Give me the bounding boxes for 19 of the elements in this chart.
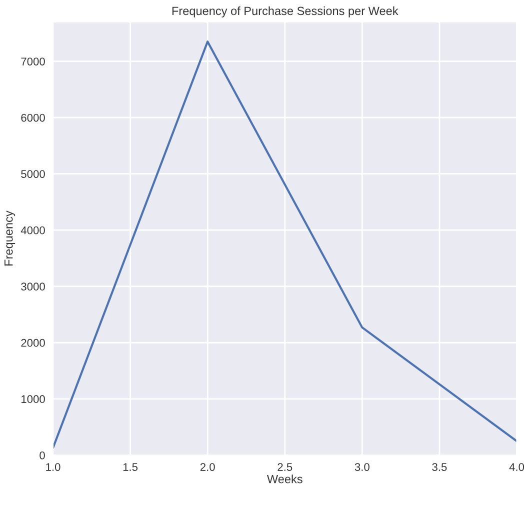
y-tick-label: 1000 [21, 395, 45, 404]
x-tick-label: 2.0 [200, 463, 215, 471]
x-tick-label: 1.0 [46, 463, 60, 471]
y-tick-label: 5000 [21, 170, 45, 178]
line-series [53, 40, 517, 449]
x-tick-label: 3.5 [432, 463, 447, 471]
y-tick-label: 2000 [21, 338, 45, 347]
x-tick-label: 4.0 [509, 463, 524, 471]
x-tick-label: 1.5 [123, 463, 138, 471]
y-tick-label: 6000 [21, 114, 45, 122]
y-tick-label: 4000 [20, 226, 45, 234]
y-tick-label: 3000 [21, 282, 45, 291]
x-tick-label: 2.5 [278, 463, 292, 471]
y-axis-title: Frequency [4, 210, 16, 266]
x-axis-title: Weeks [266, 474, 302, 484]
chart-title: Frequency of Purchase Sessions per Week [172, 6, 398, 18]
y-tick-label: 0 [40, 451, 45, 460]
y-tick-label: 7000 [21, 58, 45, 66]
x-tick-label: 3.0 [354, 463, 370, 471]
